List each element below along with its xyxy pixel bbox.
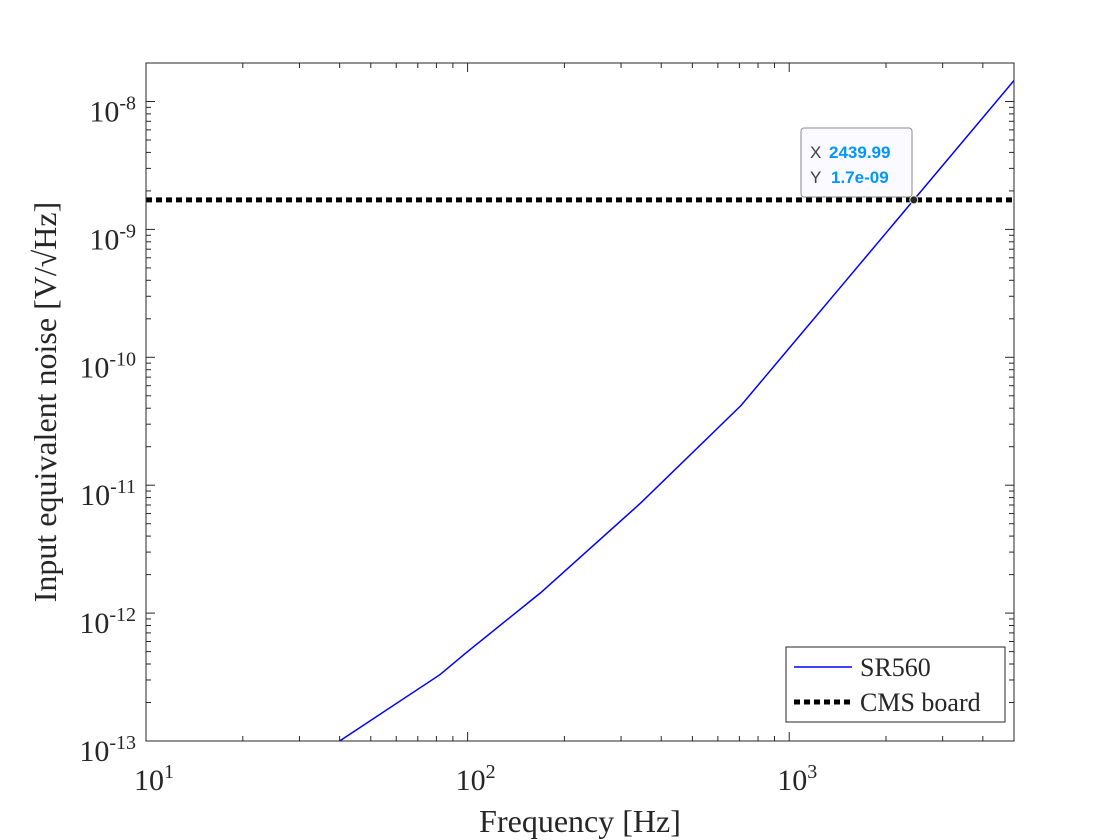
tick-labels: 101 102 103 10-13 10-12 10-11 10-10 10-9 10-8 (79, 93, 817, 797)
datatip-box (800, 127, 913, 198)
y-axis-label: Input equivalent noise [V/√Hz] (27, 202, 63, 603)
ticks-layer (145, 62, 1015, 742)
y-tick-label: 10-12 (79, 604, 136, 640)
legend-label-cms-board: CMS board (860, 688, 981, 717)
datatip-y-label: Y (810, 168, 821, 187)
legend-label-sr560: SR560 (860, 653, 931, 682)
series-line-sr560 (339, 80, 1014, 741)
x-tick-label: 103 (777, 761, 817, 797)
y-tick-label: 10-10 (79, 348, 136, 384)
y-tick-label: 10-8 (89, 93, 136, 129)
y-tick-label: 10-13 (79, 732, 136, 768)
datatip-marker[interactable] (909, 195, 919, 205)
axes-box (145, 62, 1015, 742)
y-tick-label: 10-11 (80, 476, 136, 512)
x-tick-label: 101 (134, 761, 174, 797)
datatip-x-value: 2439.99 (829, 143, 890, 162)
x-tick-label: 102 (456, 761, 496, 797)
legend[interactable]: SR560 CMS board (785, 646, 1006, 723)
datatip-x-label: X (810, 143, 821, 162)
legend-box (785, 646, 1006, 723)
x-axis-label: Frequency [Hz] (479, 803, 681, 839)
series-layer (146, 80, 1014, 741)
y-tick-label: 10-9 (89, 220, 136, 256)
datatip-y-value: 1.7e-09 (831, 168, 889, 187)
datatip[interactable]: X 2439.99 Y 1.7e-09 (800, 127, 919, 205)
